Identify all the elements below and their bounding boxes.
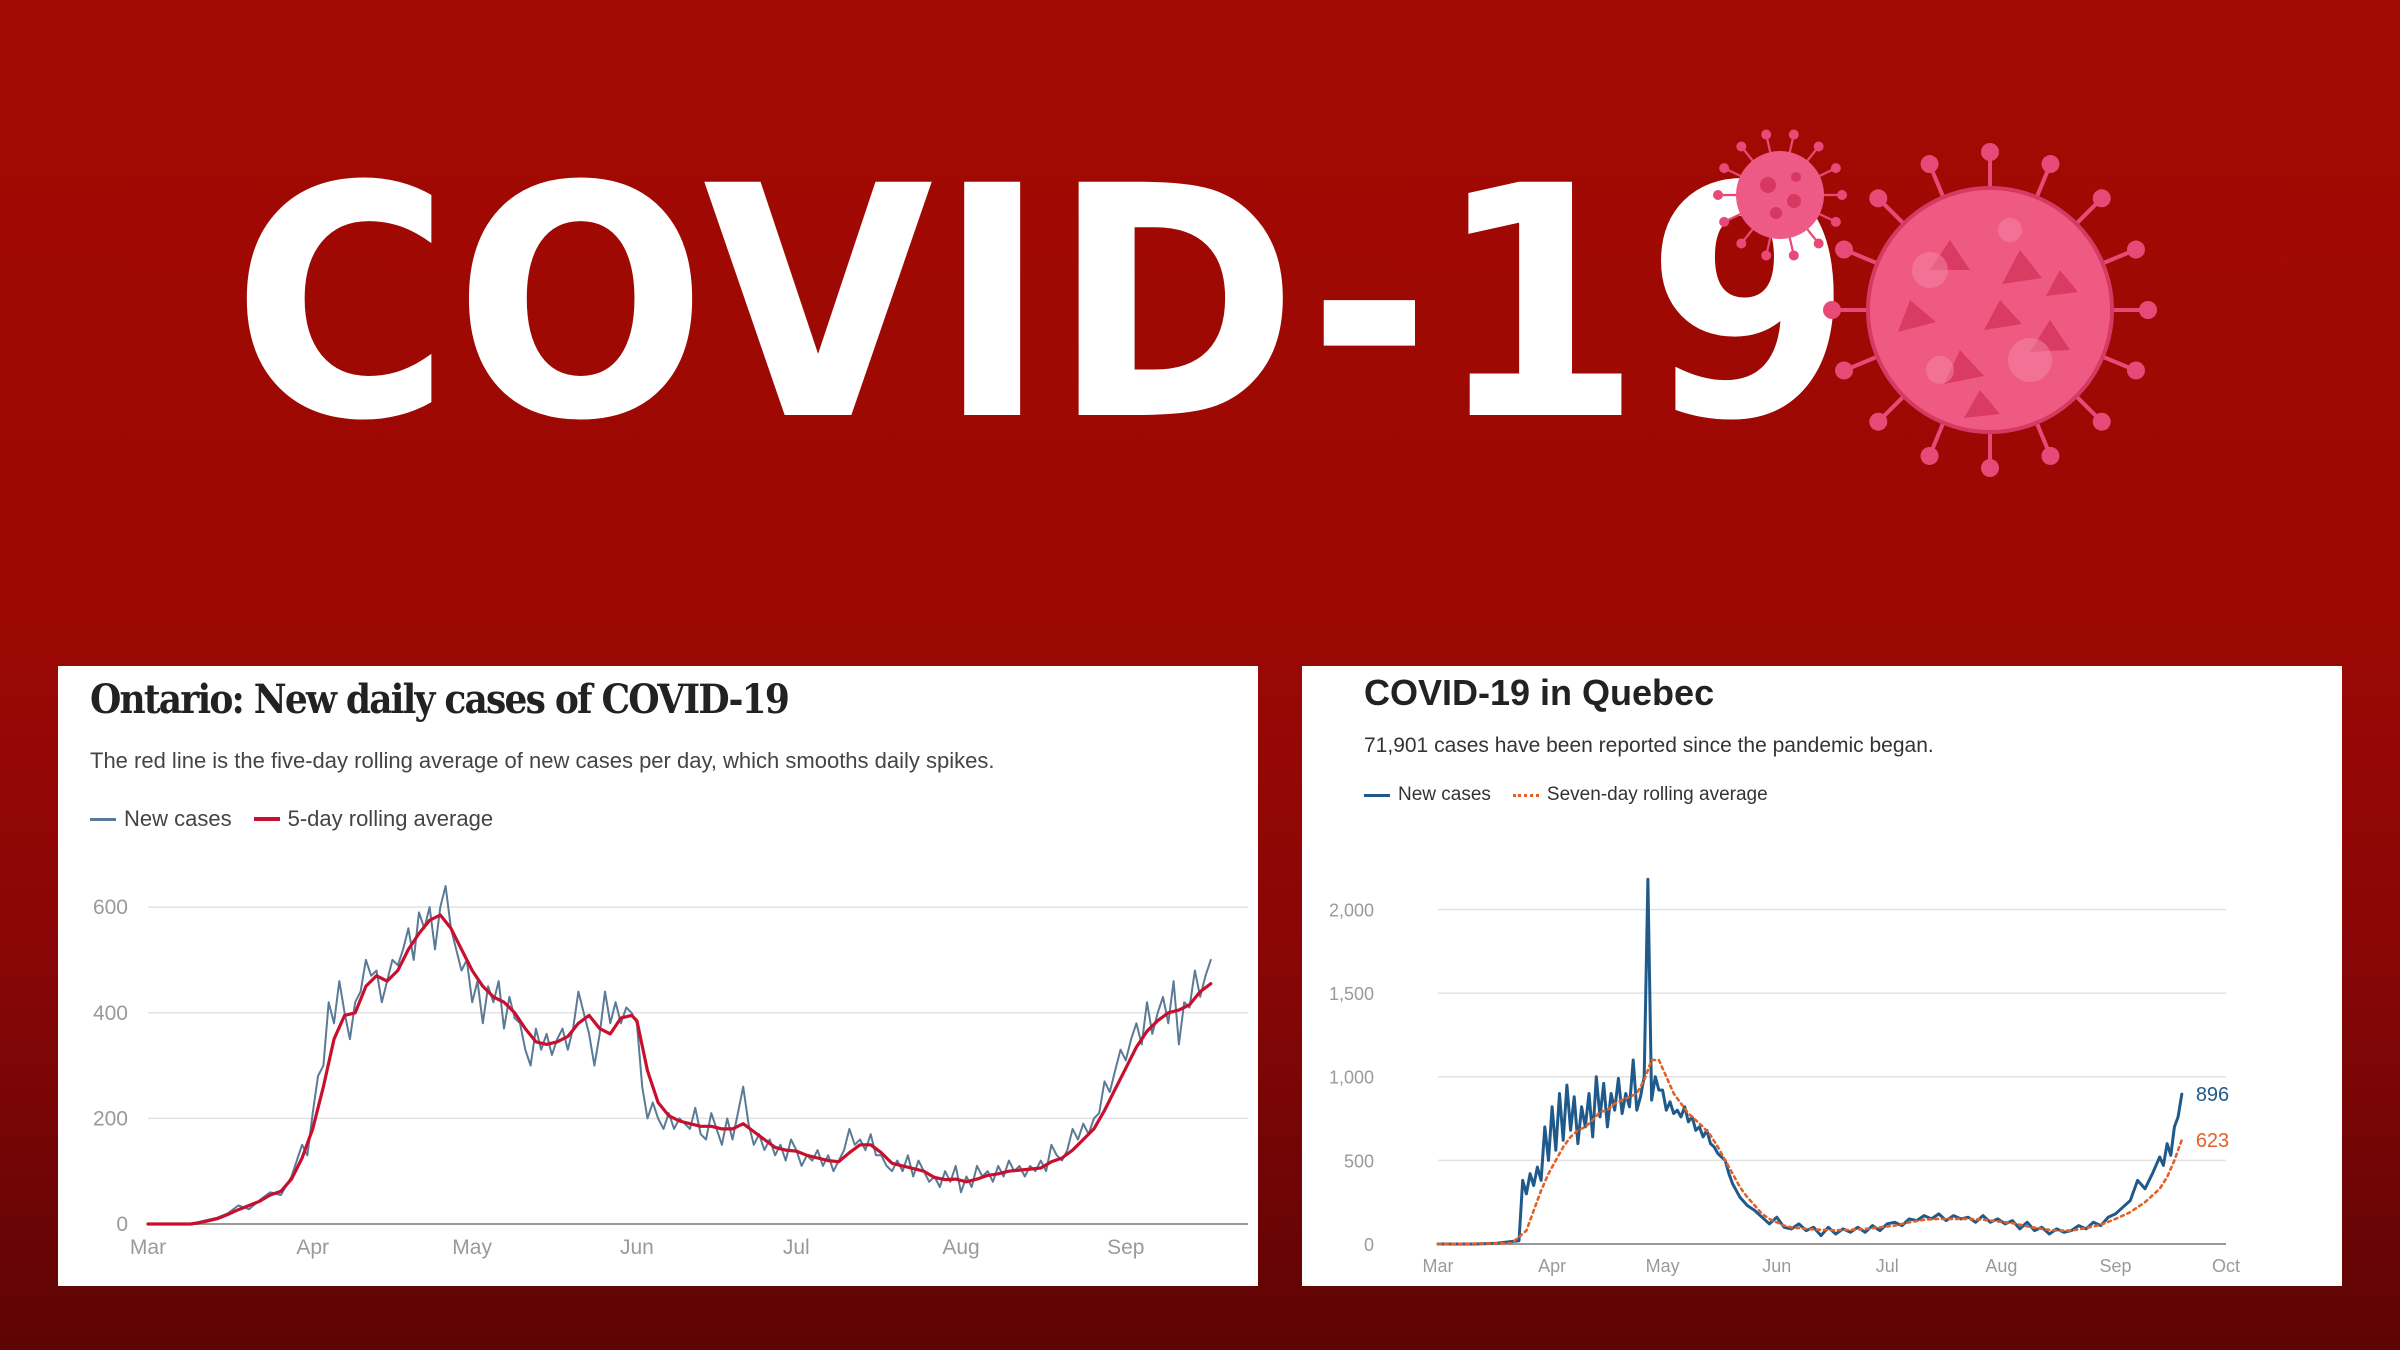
legend-label: New cases	[1398, 784, 1491, 805]
x-tick-label: Aug	[942, 1236, 979, 1259]
legend-swatch	[253, 817, 280, 821]
legend-item-new-cases: New cases	[90, 806, 232, 832]
y-tick-label: 2,000	[1329, 900, 1374, 920]
series-line-rolling-average	[146, 913, 1213, 1226]
legend-label: 5-day rolling average	[287, 806, 494, 831]
y-tick-label: 600	[93, 896, 128, 919]
banner-title: COVID-19	[232, 119, 1857, 491]
virus-icon-large	[1823, 143, 2157, 477]
legend-swatch	[90, 817, 116, 821]
x-tick-label: Jun	[620, 1236, 654, 1259]
x-tick-label: Jul	[1876, 1256, 1899, 1276]
legend-item-rolling-average: 5-day rolling average	[253, 806, 494, 832]
ontario-chart-panel: Ontario: New daily cases of COVID-19 The…	[58, 666, 1258, 1286]
y-tick-label: 200	[93, 1107, 128, 1130]
x-tick-label: Apr	[1538, 1256, 1566, 1276]
series-line-rolling-average	[1436, 1058, 2184, 1246]
legend-swatch	[1512, 793, 1539, 797]
ontario-plot: 0 200 400 600 Mar Apr May Jun Jul Aug Sep	[93, 885, 1248, 1259]
series-line-new-cases	[147, 885, 1212, 1225]
y-tick-label: 500	[1344, 1151, 1374, 1171]
x-tick-label: Mar	[1423, 1256, 1454, 1276]
x-tick-label: Jun	[1762, 1256, 1791, 1276]
chart-legend: New cases Seven-day rolling average	[1364, 784, 1780, 806]
quebec-plot: 0 500 1,000 1,500 2,000 Mar Apr May Jun Jul Aug Sep…	[1329, 877, 2240, 1276]
legend-item-new-cases: New cases	[1364, 784, 1491, 806]
x-tick-label: Sep	[2100, 1256, 2132, 1276]
chart-subtitle: The red line is the five-day rolling ave…	[90, 748, 995, 773]
chart-legend: New cases 5-day rolling average	[90, 806, 505, 832]
end-value-label: 896	[2196, 1084, 2229, 1106]
legend-label: Seven-day rolling average	[1546, 784, 1768, 805]
x-tick-label: Oct	[2212, 1256, 2240, 1276]
legend-swatch	[1364, 793, 1390, 797]
x-tick-label: Apr	[296, 1236, 329, 1259]
chart-title: Ontario: New daily cases of COVID-19	[90, 676, 790, 723]
chart-subtitle: 71,901 cases have been reported since th…	[1364, 734, 1934, 757]
quebec-chart-panel: COVID-19 in Quebec 71,901 cases have bee…	[1302, 666, 2342, 1286]
y-tick-label: 1,500	[1329, 984, 1374, 1004]
x-tick-label: Mar	[130, 1236, 166, 1259]
x-tick-label: May	[1646, 1256, 1680, 1276]
end-value-label: 623	[2196, 1130, 2229, 1152]
y-tick-label: 0	[116, 1213, 128, 1236]
banner: COVID-19	[0, 0, 2400, 640]
y-tick-label: 0	[1364, 1235, 1374, 1255]
legend-label: New cases	[124, 806, 232, 831]
x-tick-label: Sep	[1107, 1236, 1144, 1259]
y-tick-label: 1,000	[1329, 1068, 1374, 1088]
x-tick-label: Aug	[1985, 1256, 2017, 1276]
x-tick-label: Jul	[783, 1236, 810, 1259]
legend-item-rolling-average: Seven-day rolling average	[1512, 784, 1768, 806]
chart-title: COVID-19 in Quebec	[1364, 672, 1715, 713]
y-tick-label: 400	[93, 1002, 128, 1025]
x-tick-label: May	[452, 1236, 492, 1259]
virus-icon-small	[1713, 129, 1847, 261]
series-line-new-cases	[1436, 877, 2184, 1246]
